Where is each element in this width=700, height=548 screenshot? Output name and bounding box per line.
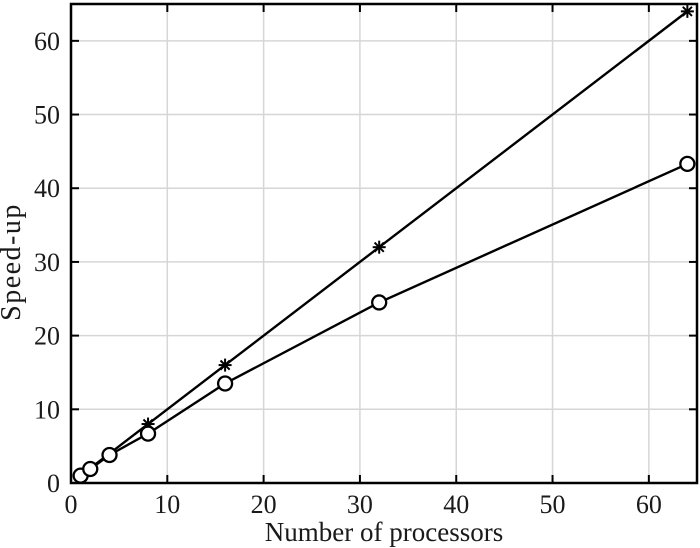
x-tick-label: 10 (154, 490, 180, 519)
x-tick-label: 30 (347, 490, 373, 519)
y-tick-label: 10 (34, 395, 60, 424)
asterisk-marker-icon (218, 358, 232, 372)
circle-marker-icon (371, 294, 388, 311)
asterisk-spoke (219, 359, 231, 371)
y-tick-label: 60 (34, 27, 60, 56)
circle-marker-icon (82, 460, 99, 478)
y-tick-label: 50 (34, 101, 60, 130)
x-tick-label: 60 (636, 490, 662, 519)
x-tick-label: 50 (540, 490, 566, 519)
grid-layer (71, 4, 697, 483)
x-axis-label: Number of processors (265, 517, 503, 547)
circle-marker-icon (139, 425, 157, 442)
tick-label-layer: 0 10 20 30 40 50 60 0 10 20 30 40 50 60 (34, 27, 662, 519)
asterisk-marker-icon (372, 240, 386, 254)
y-tick-label: 30 (34, 248, 60, 277)
x-tick-label: 0 (65, 490, 78, 519)
asterisk-marker-icon (680, 4, 694, 18)
axis-box (69, 2, 699, 485)
asterisk-spoke (373, 241, 385, 253)
circle-marker-icon (679, 155, 696, 173)
series-layer (72, 4, 696, 484)
series-line (79, 162, 688, 477)
y-axis-label: Speed-up (0, 203, 27, 321)
y-tick-label: 40 (34, 174, 60, 203)
y-tick-label: 0 (47, 469, 60, 498)
y-tick-label: 20 (34, 322, 60, 351)
circle-marker-icon (101, 446, 118, 464)
axis-frame-layer (69, 2, 699, 485)
circle-marker-icon (216, 375, 234, 392)
x-tick-label: 40 (443, 490, 469, 519)
x-tick-label: 20 (251, 490, 277, 519)
asterisk-spoke (682, 6, 693, 17)
